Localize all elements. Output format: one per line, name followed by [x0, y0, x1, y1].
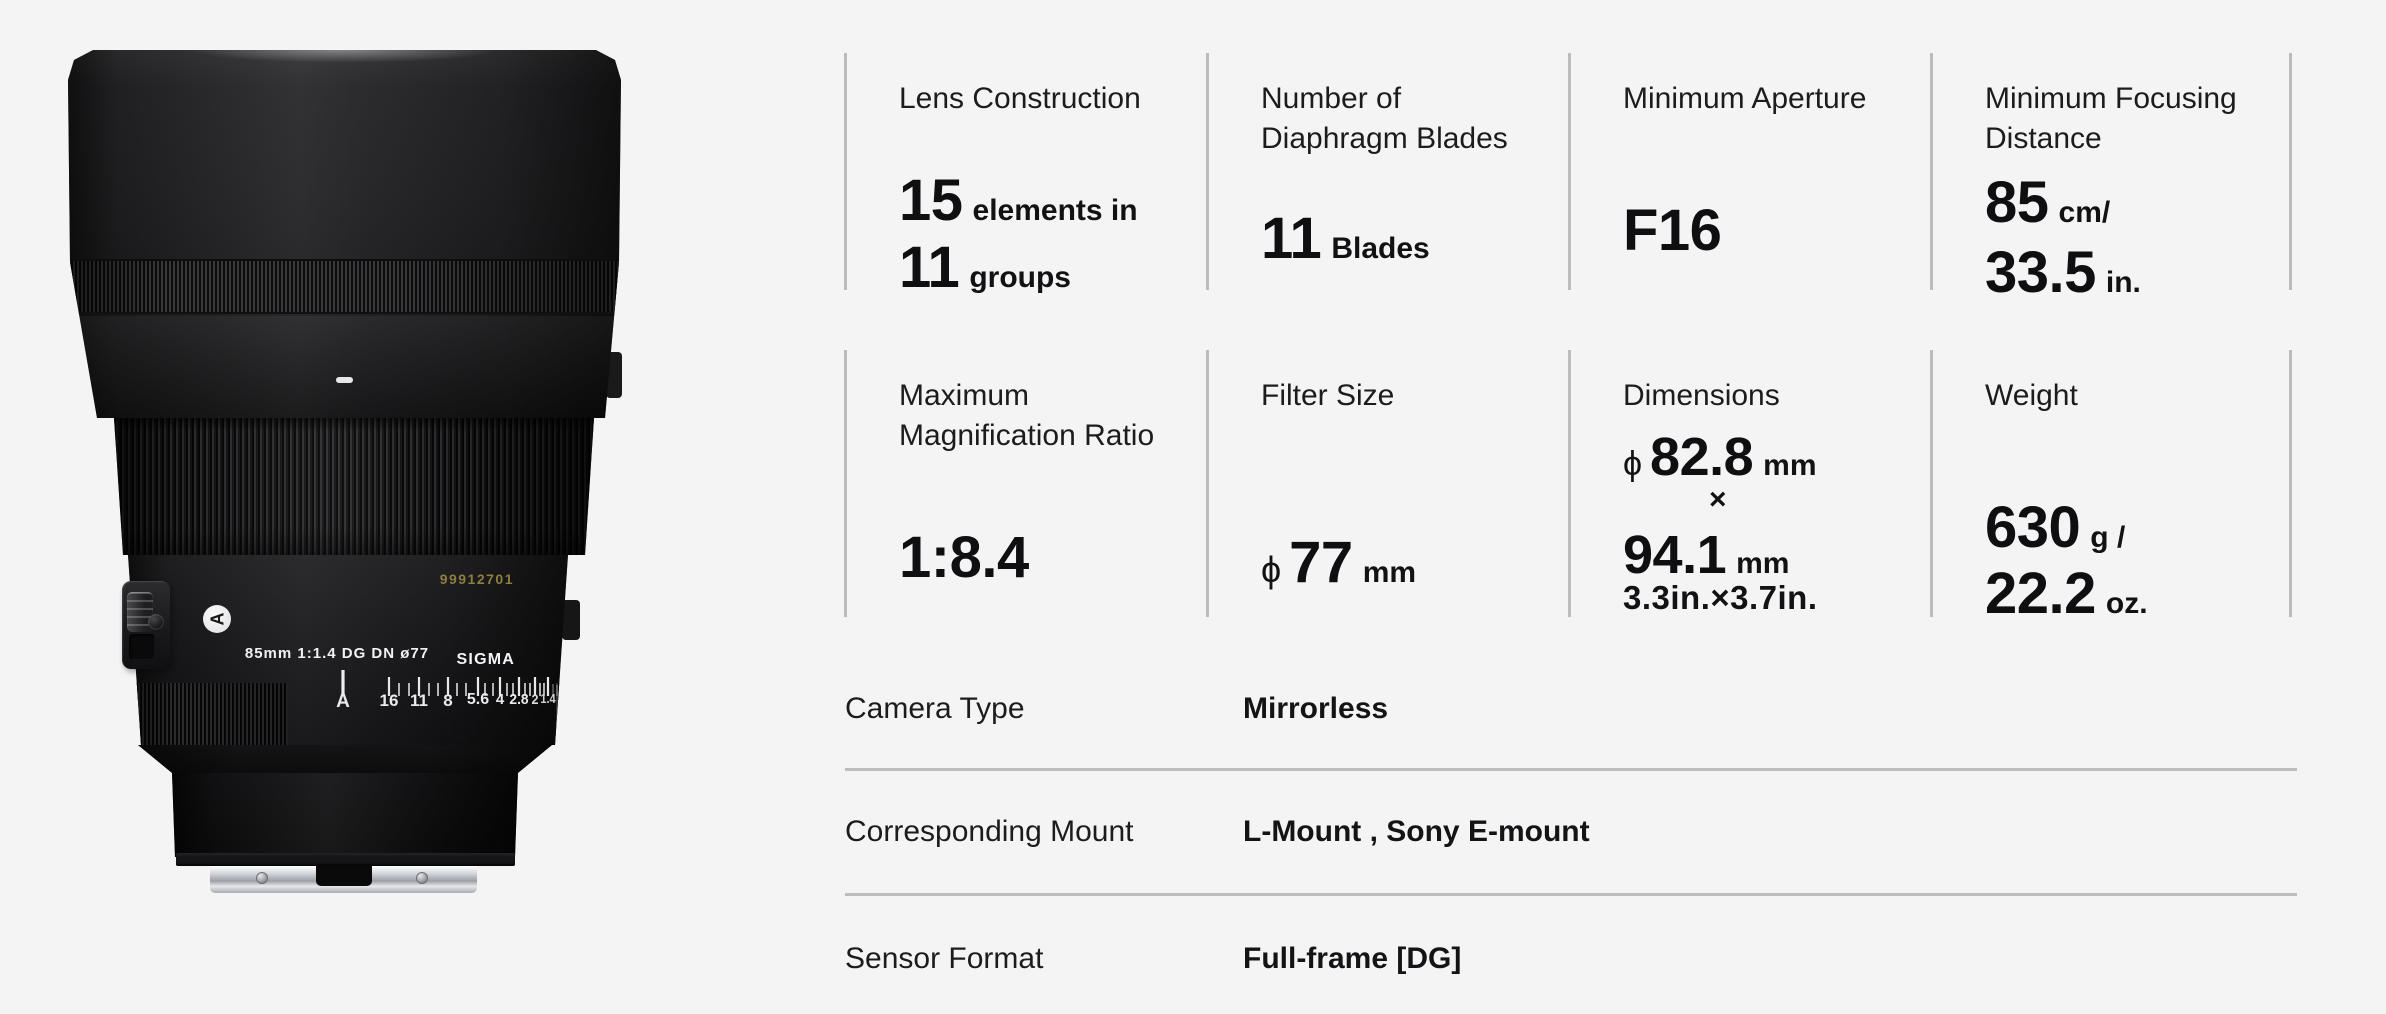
value-unit: oz.: [2105, 587, 2148, 620]
value-big: 85: [1985, 170, 2049, 235]
value-big: 94.1: [1623, 525, 1727, 585]
aperture-mark-8: 8: [443, 691, 453, 710]
spec-cell-dimensions: Dimensions ϕ 82.8 mm × 94.1 mm 3.3in.×3.7in…: [1568, 350, 1930, 617]
afl-switch: [122, 581, 170, 669]
aperture-mark-16: 16: [379, 691, 399, 710]
value-unit: g /: [2090, 521, 2126, 554]
hood-lock-button: [606, 352, 622, 398]
value-big: 82.8: [1650, 427, 1754, 487]
spec-cell-minimum-aperture: Minimum Aperture F16: [1568, 53, 1930, 290]
aperture-scale-ticks: [341, 670, 562, 696]
mount-contact-notch: [316, 866, 372, 886]
aperture-mark-1-4: 1.4: [540, 691, 556, 706]
value-unit: groups: [969, 261, 1071, 294]
mount-screw: [256, 872, 268, 884]
spec-label: Number of Diaphragm Blades: [1261, 82, 1508, 155]
value-unit: mm: [1362, 556, 1417, 589]
spec-cell-weight: Weight 630 g / 22.2 oz.: [1930, 350, 2292, 626]
spec-label: Minimum Aperture: [1623, 82, 1867, 115]
table-value: Full-frame [DG]: [1243, 941, 1462, 975]
table-value: Mirrorless: [1243, 691, 1389, 725]
table-value: L-Mount , Sony E-mount: [1243, 815, 1590, 848]
lens-model-text: 85mm 1:1.4 DG DN ø77: [244, 645, 430, 662]
focus-ring: [114, 418, 594, 555]
hood-shading: [68, 316, 621, 418]
spec-value: 630 g / 22.2 oz.: [1985, 494, 2271, 626]
hood-grip-band: [68, 259, 621, 314]
side-switch-nub: [562, 600, 580, 640]
value-unit: mm: [1763, 449, 1817, 482]
value-big: 77: [1289, 530, 1353, 595]
switch-recess: [129, 634, 155, 660]
diameter-symbol: ϕ: [1261, 549, 1282, 590]
mount-screw: [416, 872, 428, 884]
table-row-corresponding-mount: Corresponding Mount L-Mount , Sony E-mou…: [845, 771, 2297, 896]
sigma-logo: SIGMA: [456, 651, 515, 668]
dimensions-times-sign: ×: [1709, 482, 1727, 516]
table-row-sensor-format: Sensor Format Full-frame [DG]: [845, 896, 2297, 1014]
value-big: 11: [1261, 206, 1322, 271]
diameter-symbol: ϕ: [1623, 445, 1643, 483]
table-label: Camera Type: [845, 691, 1025, 725]
art-series-badge: A: [203, 605, 231, 633]
table-label: Sensor Format: [845, 941, 1044, 975]
mount-lip-ring: [176, 853, 515, 866]
spec-label: Dimensions: [1623, 379, 1780, 412]
badge-letter: A: [207, 612, 227, 626]
spec-label: Lens Construction: [899, 82, 1141, 115]
lower-barrel: [172, 773, 518, 857]
spec-value: ϕ 82.8 mm × 94.1 mm 3.3in.×3.7in.: [1623, 426, 1912, 622]
value-big: 630: [1985, 495, 2081, 560]
spec-value: F16: [1623, 197, 1912, 290]
value-big: 11: [899, 235, 960, 300]
aperture-mark-11: 11: [410, 691, 428, 710]
spec-value: 11 Blades: [1261, 205, 1550, 290]
spec-cell-filter-size: Filter Size ϕ 77 mm: [1206, 350, 1568, 617]
lens-barrel: 99912701 A 85mm 1:1.4 DG DN ø77 SIGMA: [128, 555, 568, 745]
aperture-mark-2-8: 2.8: [509, 691, 529, 708]
spec-grid: Lens Construction 15 elements in 11 groups…: [844, 53, 2292, 626]
lens-mount-flange: [210, 866, 477, 893]
lens-hood: [68, 50, 621, 418]
value-big: 22.2: [1985, 561, 2096, 626]
value-big: 1:8.4: [899, 525, 1029, 590]
value-big: 15: [899, 168, 963, 233]
spec-value: 1:8.4: [899, 524, 1188, 617]
value-unit: cm/: [2058, 196, 2111, 229]
hood-alignment-mark: [336, 377, 353, 383]
value-big: 33.5: [1985, 240, 2096, 305]
value-unit: Blades: [1331, 232, 1430, 265]
product-photo-lens: 99912701 A 85mm 1:1.4 DG DN ø77 SIGMA: [0, 0, 720, 1014]
aperture-mark-5-6: 5.6: [466, 691, 490, 708]
value-big: F16: [1623, 198, 1722, 263]
table-row-camera-type: Camera Type Mirrorless: [845, 649, 2297, 771]
spec-label: Maximum Magnification Ratio: [899, 379, 1155, 452]
spec-label: Filter Size: [1261, 379, 1395, 412]
spec-label: Weight: [1985, 379, 2078, 412]
spec-cell-diaphragm-blades: Number of Diaphragm Blades 11 Blades: [1206, 53, 1568, 290]
spec-cell-minimum-focusing-distance: Minimum Focusing Distance 85 cm/ 33.5 in.: [1930, 53, 2292, 305]
spec-table: Camera Type Mirrorless Corresponding Mou…: [845, 649, 2297, 1014]
value-unit: mm: [1736, 547, 1790, 580]
serial-number: 99912701: [439, 571, 514, 587]
switch-screw: [148, 614, 164, 630]
aperture-mark-4: 4: [495, 691, 505, 708]
table-label: Corresponding Mount: [845, 815, 1134, 848]
barrel-taper: [138, 745, 552, 773]
value-unit: elements in: [972, 194, 1138, 227]
spec-label: Minimum Focusing Distance: [1985, 82, 2237, 155]
aperture-mark-a: A: [336, 691, 350, 712]
aperture-ring-knurl-left: [128, 683, 288, 745]
spec-value: 85 cm/ 33.5 in.: [1985, 169, 2271, 309]
spec-cell-lens-construction: Lens Construction 15 elements in 11 groups: [844, 53, 1206, 300]
dimensions-inches: 3.3in.×3.7in.: [1623, 578, 1818, 616]
spec-value: 15 elements in 11 groups: [899, 167, 1188, 301]
value-unit: in.: [2105, 266, 2141, 299]
aperture-mark-2: 2: [531, 691, 539, 707]
spec-cell-maximum-magnification-ratio: Maximum Magnification Ratio 1:8.4: [844, 350, 1206, 617]
spec-value: ϕ 77 mm: [1261, 529, 1550, 617]
